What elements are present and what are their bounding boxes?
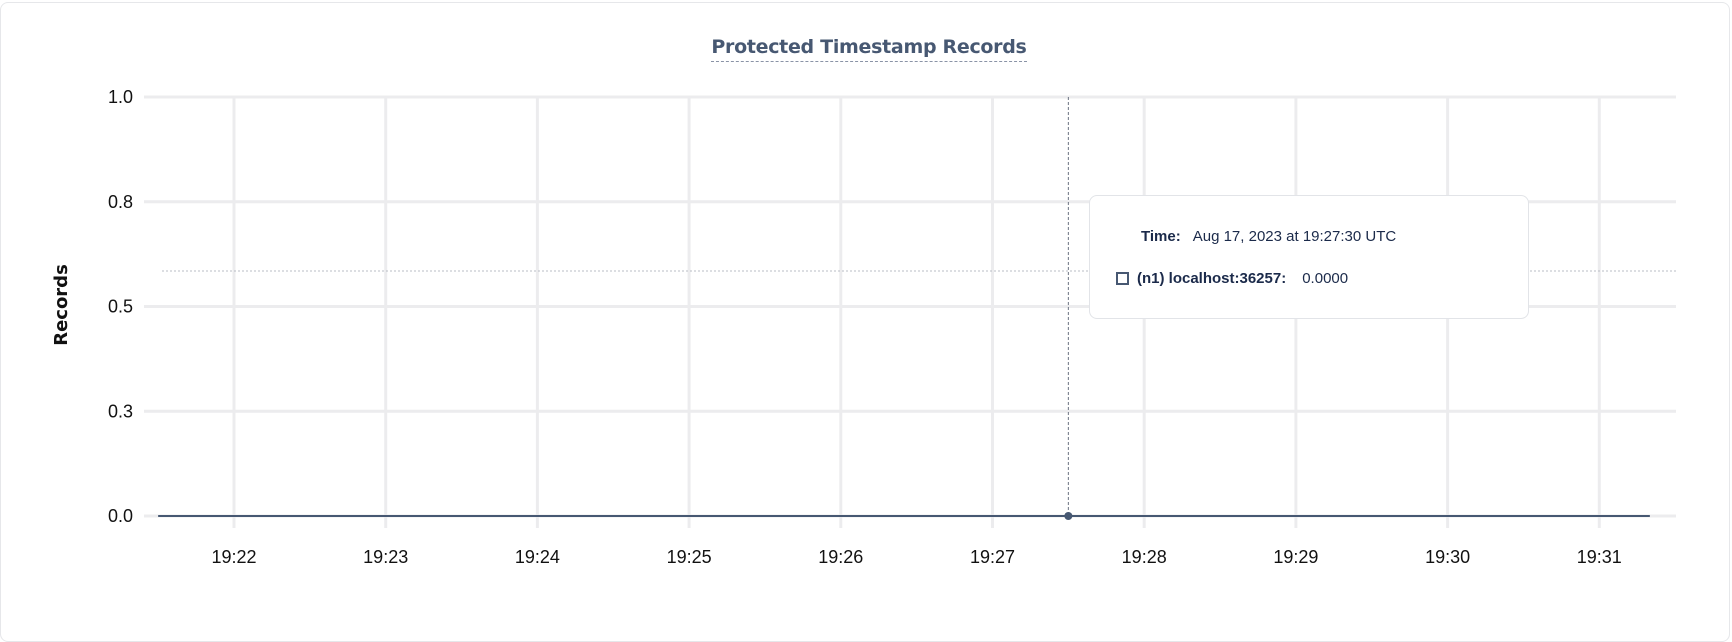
tooltip-time-value: Aug 17, 2023 at 19:27:30 UTC: [1192, 228, 1397, 245]
chart-title-wrap: Protected Timestamp Records: [0, 36, 1732, 62]
tooltip-time: Time: Aug 17, 2023 at 19:27:30 UTC: [1141, 228, 1396, 245]
line-chart[interactable]: 19:22 19:23 19:24 19:25 19:26 19:27 19:28 19:29…: [0, 0, 1732, 628]
x-tick-label: 19:24: [515, 547, 560, 567]
hover-point: [1064, 512, 1073, 520]
chart-title[interactable]: Protected Timestamp Records: [711, 36, 1027, 62]
x-tick-label: 19:25: [667, 547, 712, 567]
y-tick-label: 0.3: [108, 401, 133, 421]
tooltip-series-row: (n1) localhost:36257: 0.0000: [1116, 270, 1348, 287]
x-tick-label: 19:30: [1425, 547, 1470, 567]
x-tick-label: 19:26: [818, 547, 863, 567]
y-tick-label: 0.5: [108, 297, 133, 317]
x-tick-label: 19:29: [1273, 547, 1318, 567]
y-axis-label: Records: [51, 264, 72, 346]
x-tick-label: 19:28: [1122, 547, 1167, 567]
tooltip-series-value: 0.0000: [1302, 270, 1349, 287]
x-tick-label: 19:23: [363, 547, 408, 567]
y-tick-label: 0.8: [108, 192, 133, 212]
x-tick-label: 19:31: [1577, 547, 1622, 567]
tooltip: Time: Aug 17, 2023 at 19:27:30 UTC (n1) l…: [1089, 195, 1529, 319]
y-tick-label: 1.0: [108, 87, 133, 107]
y-tick-label: 0.0: [108, 506, 133, 526]
x-tick-label: 19:27: [970, 547, 1015, 567]
series-swatch-icon: [1116, 272, 1129, 285]
tooltip-series-label: (n1) localhost:36257:: [1137, 270, 1287, 287]
tooltip-time-label: Time:: [1141, 228, 1181, 245]
x-tick-label: 19:22: [211, 547, 256, 567]
